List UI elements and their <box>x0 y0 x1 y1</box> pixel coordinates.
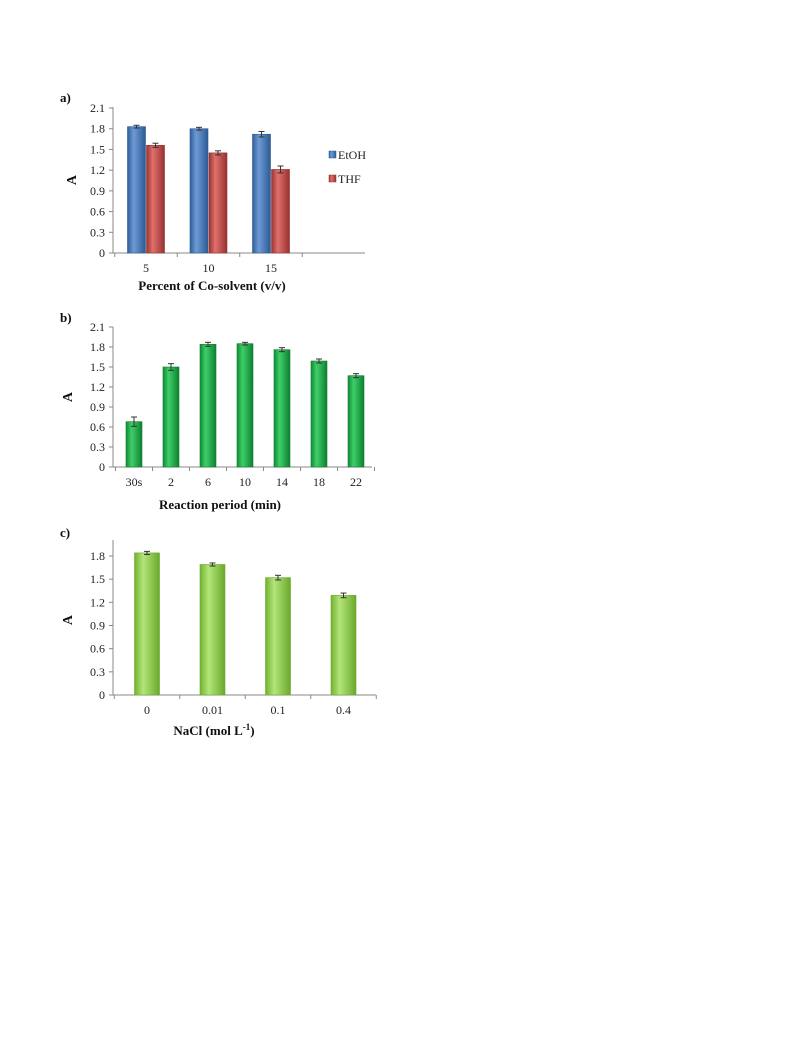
error-bar <box>133 124 140 129</box>
y-tick-label: 0 <box>99 246 105 260</box>
y-tick-label: 0.6 <box>90 420 105 434</box>
x-tick-label: 22 <box>350 475 362 489</box>
chart-b: b) 00.30.60.91.21.51.82.1 30s 2 6 10 14 18 22 … <box>60 310 375 512</box>
y-tick-label: 2.1 <box>90 320 105 334</box>
x-tick-label: 0.4 <box>336 703 351 717</box>
error-bar <box>242 341 248 346</box>
y-tick-label: 0.9 <box>90 400 105 414</box>
y-tick-label: 1.8 <box>90 549 105 563</box>
y-tick-label: 1.2 <box>90 380 105 394</box>
bar-thf-10 <box>208 152 228 254</box>
error-bar <box>279 347 285 353</box>
y-tick-label: 2.1 <box>90 101 105 115</box>
error-bar <box>316 358 322 364</box>
y-tick-label: 0.3 <box>90 440 105 454</box>
bar-series-0.1 <box>265 577 291 696</box>
x-axis-title-b: Reaction period (min) <box>159 497 281 512</box>
x-tick-label: 5 <box>143 261 149 275</box>
error-bar <box>215 150 221 156</box>
bar-series-0 <box>134 552 160 696</box>
x-tick-label: 0.1 <box>271 703 286 717</box>
bar-etoh-10 <box>189 128 209 254</box>
bar-thf-5 <box>146 144 165 254</box>
y-tick-label: 0.3 <box>90 665 105 679</box>
bar-series-14 <box>273 349 291 468</box>
y-tick-label: 1.8 <box>90 122 105 136</box>
bar-series-22 <box>347 375 365 468</box>
error-bar <box>209 562 216 567</box>
chart-a: a) 0 0.3 0.6 0.9 1.2 1.5 1.8 2.1 5 10 15 A Percen… <box>60 90 366 293</box>
bar-etoh-5 <box>127 126 146 254</box>
legend-swatch-thf <box>328 174 337 183</box>
bar-series-10 <box>236 343 254 468</box>
bar-series-2 <box>162 366 180 468</box>
chart-c: c) 0 0.3 0.6 0.9 1.2 1.5 1.8 0 0.01 0.1 0.4 A NaC… <box>60 525 377 738</box>
bar-series-0.4 <box>330 595 357 696</box>
x-tick-label: 6 <box>205 475 211 489</box>
y-tick-label: 0.9 <box>90 619 105 633</box>
bar-series-18 <box>310 360 328 468</box>
error-bar <box>196 126 202 131</box>
y-tick-label: 0.9 <box>90 184 105 198</box>
y-tick-label: 0 <box>99 460 105 474</box>
error-bar <box>277 165 284 174</box>
x-tick-label: 30s <box>126 475 143 489</box>
y-tick-label: 1.2 <box>90 163 105 177</box>
y-tick-label: 1.5 <box>90 360 105 374</box>
y-tick-label: 1.8 <box>90 340 105 354</box>
y-tick-label: 1.5 <box>90 142 105 156</box>
x-tick-label: 0 <box>144 703 150 717</box>
bar-series-6 <box>199 344 217 468</box>
x-tick-label: 0.01 <box>202 703 223 717</box>
legend-swatch-etoh <box>328 150 337 159</box>
panel-label-c: c) <box>60 525 70 540</box>
y-axis-title-c: A <box>61 614 76 625</box>
y-tick-label: 1.5 <box>90 572 105 586</box>
error-bar <box>353 373 359 379</box>
x-tick-label: 10 <box>203 261 215 275</box>
legend-a: EtOH THF <box>328 148 366 186</box>
y-axis-title-b: A <box>61 391 76 402</box>
error-bar <box>258 130 265 138</box>
x-tick-label: 14 <box>276 475 288 489</box>
panel-label-b: b) <box>60 310 72 325</box>
y-tick-label: 1.2 <box>90 595 105 609</box>
y-tick-label: 0.3 <box>90 225 105 239</box>
legend-label-thf: THF <box>338 172 361 186</box>
x-tick-label: 18 <box>313 475 325 489</box>
bar-series-30s <box>125 421 143 468</box>
error-bar <box>340 592 347 599</box>
error-bar <box>152 142 159 148</box>
legend-label-etoh: EtOH <box>338 148 366 162</box>
error-bar <box>144 550 150 555</box>
y-tick-label: 0 <box>99 688 105 702</box>
y-tick-label: 0.6 <box>90 642 105 656</box>
panel-label-a: a) <box>60 90 71 105</box>
x-tick-label: 2 <box>168 475 174 489</box>
x-tick-label: 10 <box>239 475 251 489</box>
error-bar <box>168 363 174 371</box>
error-bar <box>205 341 211 347</box>
x-axis-title-a: Percent of Co-solvent (v/v) <box>138 278 285 293</box>
y-axis-title-a: A <box>65 174 80 185</box>
error-bar <box>131 416 137 427</box>
bar-thf-15 <box>271 169 290 254</box>
bar-series-0.01 <box>199 564 226 696</box>
x-tick-label: 15 <box>265 261 277 275</box>
x-axis-title-c: NaCl (mol L-1) <box>173 722 254 738</box>
error-bar <box>275 574 281 581</box>
y-tick-label: 0.6 <box>90 205 105 219</box>
bar-etoh-15 <box>252 133 271 254</box>
